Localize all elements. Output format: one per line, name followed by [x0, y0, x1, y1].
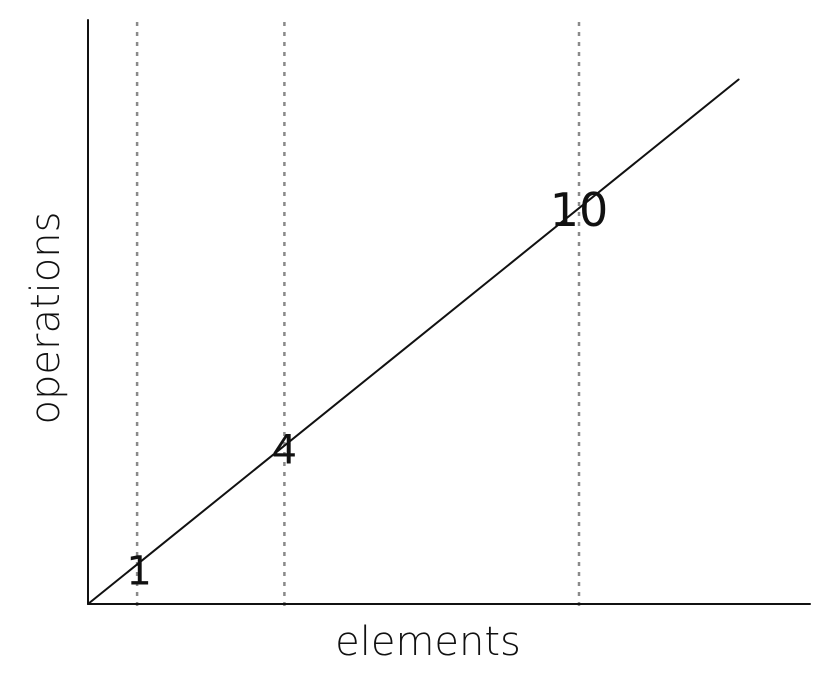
x-axis-label: elements — [335, 619, 521, 665]
guide-lines — [135, 22, 581, 612]
point-label-4: 4 — [272, 428, 297, 474]
point-labels: 1 4 10 — [126, 183, 608, 594]
point-label-10: 10 — [550, 183, 609, 237]
series-line-0 — [87, 78, 740, 605]
series-layer — [87, 78, 740, 605]
point-label-1: 1 — [126, 548, 151, 594]
y-axis-label: operations — [23, 212, 69, 425]
